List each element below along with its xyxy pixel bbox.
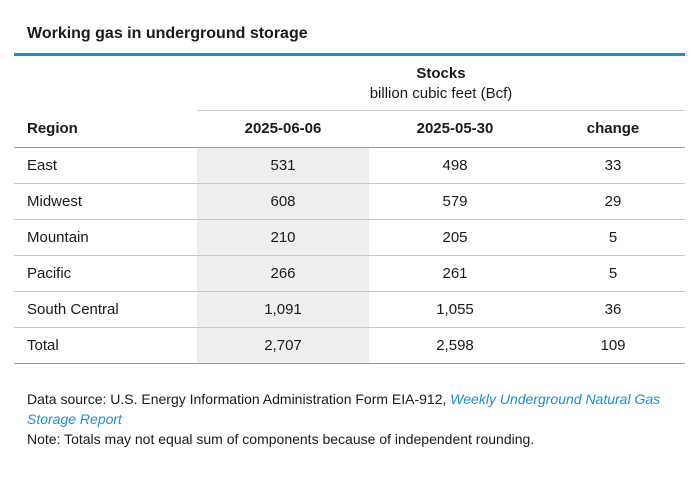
- current-value-cell: 266: [197, 255, 369, 292]
- previous-value-cell: 579: [369, 183, 541, 220]
- header-row: Region 2025-06-06 2025-05-30 change: [14, 111, 685, 148]
- data-source-note: Data source: U.S. Energy Information Adm…: [27, 389, 677, 429]
- column-header-previous-week: 2025-05-30: [369, 111, 541, 148]
- change-cell: 33: [541, 147, 685, 184]
- previous-value-cell: 498: [369, 147, 541, 184]
- change-cell: 5: [541, 255, 685, 292]
- table-title: Working gas in underground storage: [27, 25, 308, 42]
- change-cell: 109: [541, 327, 685, 364]
- region-cell: Total: [14, 327, 197, 364]
- data-source-text: Data source: U.S. Energy Information Adm…: [27, 391, 447, 407]
- region-cell: East: [14, 147, 197, 184]
- rounding-note: Note: Totals may not equal sum of compon…: [27, 431, 535, 447]
- report-link[interactable]: Weekly Underground Natural Gas Storage R…: [27, 391, 661, 427]
- previous-value-cell: 2,598: [369, 327, 541, 364]
- region-cell: South Central: [14, 291, 197, 328]
- total-row: Total 2,707 2,598 109: [14, 327, 685, 364]
- table-row: Pacific 266 261 5: [14, 255, 685, 292]
- region-cell: Midwest: [14, 183, 197, 220]
- region-cell: Pacific: [14, 255, 197, 292]
- column-header-current-week: 2025-06-06: [197, 111, 369, 148]
- table-row: East 531 498 33: [14, 147, 685, 184]
- change-cell: 5: [541, 219, 685, 256]
- current-value-cell: 2,707: [197, 327, 369, 364]
- previous-value-cell: 205: [369, 219, 541, 256]
- current-value-cell: 531: [197, 147, 369, 184]
- storage-table: Region 2025-06-06 2025-05-30 change East…: [14, 111, 685, 364]
- change-cell: 36: [541, 291, 685, 328]
- stocks-unit: billion cubic feet (Bcf): [369, 85, 513, 102]
- current-value-cell: 210: [197, 219, 369, 256]
- table-row: South Central 1,091 1,055 36: [14, 291, 685, 328]
- column-header-change: change: [541, 111, 685, 148]
- group-divider: [197, 110, 685, 111]
- stocks-header: Stocks: [416, 65, 466, 82]
- region-cell: Mountain: [14, 219, 197, 256]
- title-rule: [14, 53, 685, 56]
- table-row: Mountain 210 205 5: [14, 219, 685, 256]
- previous-value-cell: 261: [369, 255, 541, 292]
- current-value-cell: 1,091: [197, 291, 369, 328]
- change-cell: 29: [541, 183, 685, 220]
- column-header-region: Region: [14, 111, 197, 148]
- table-footer: Data source: U.S. Energy Information Adm…: [27, 389, 677, 449]
- current-value-cell: 608: [197, 183, 369, 220]
- table-row: Midwest 608 579 29: [14, 183, 685, 220]
- previous-value-cell: 1,055: [369, 291, 541, 328]
